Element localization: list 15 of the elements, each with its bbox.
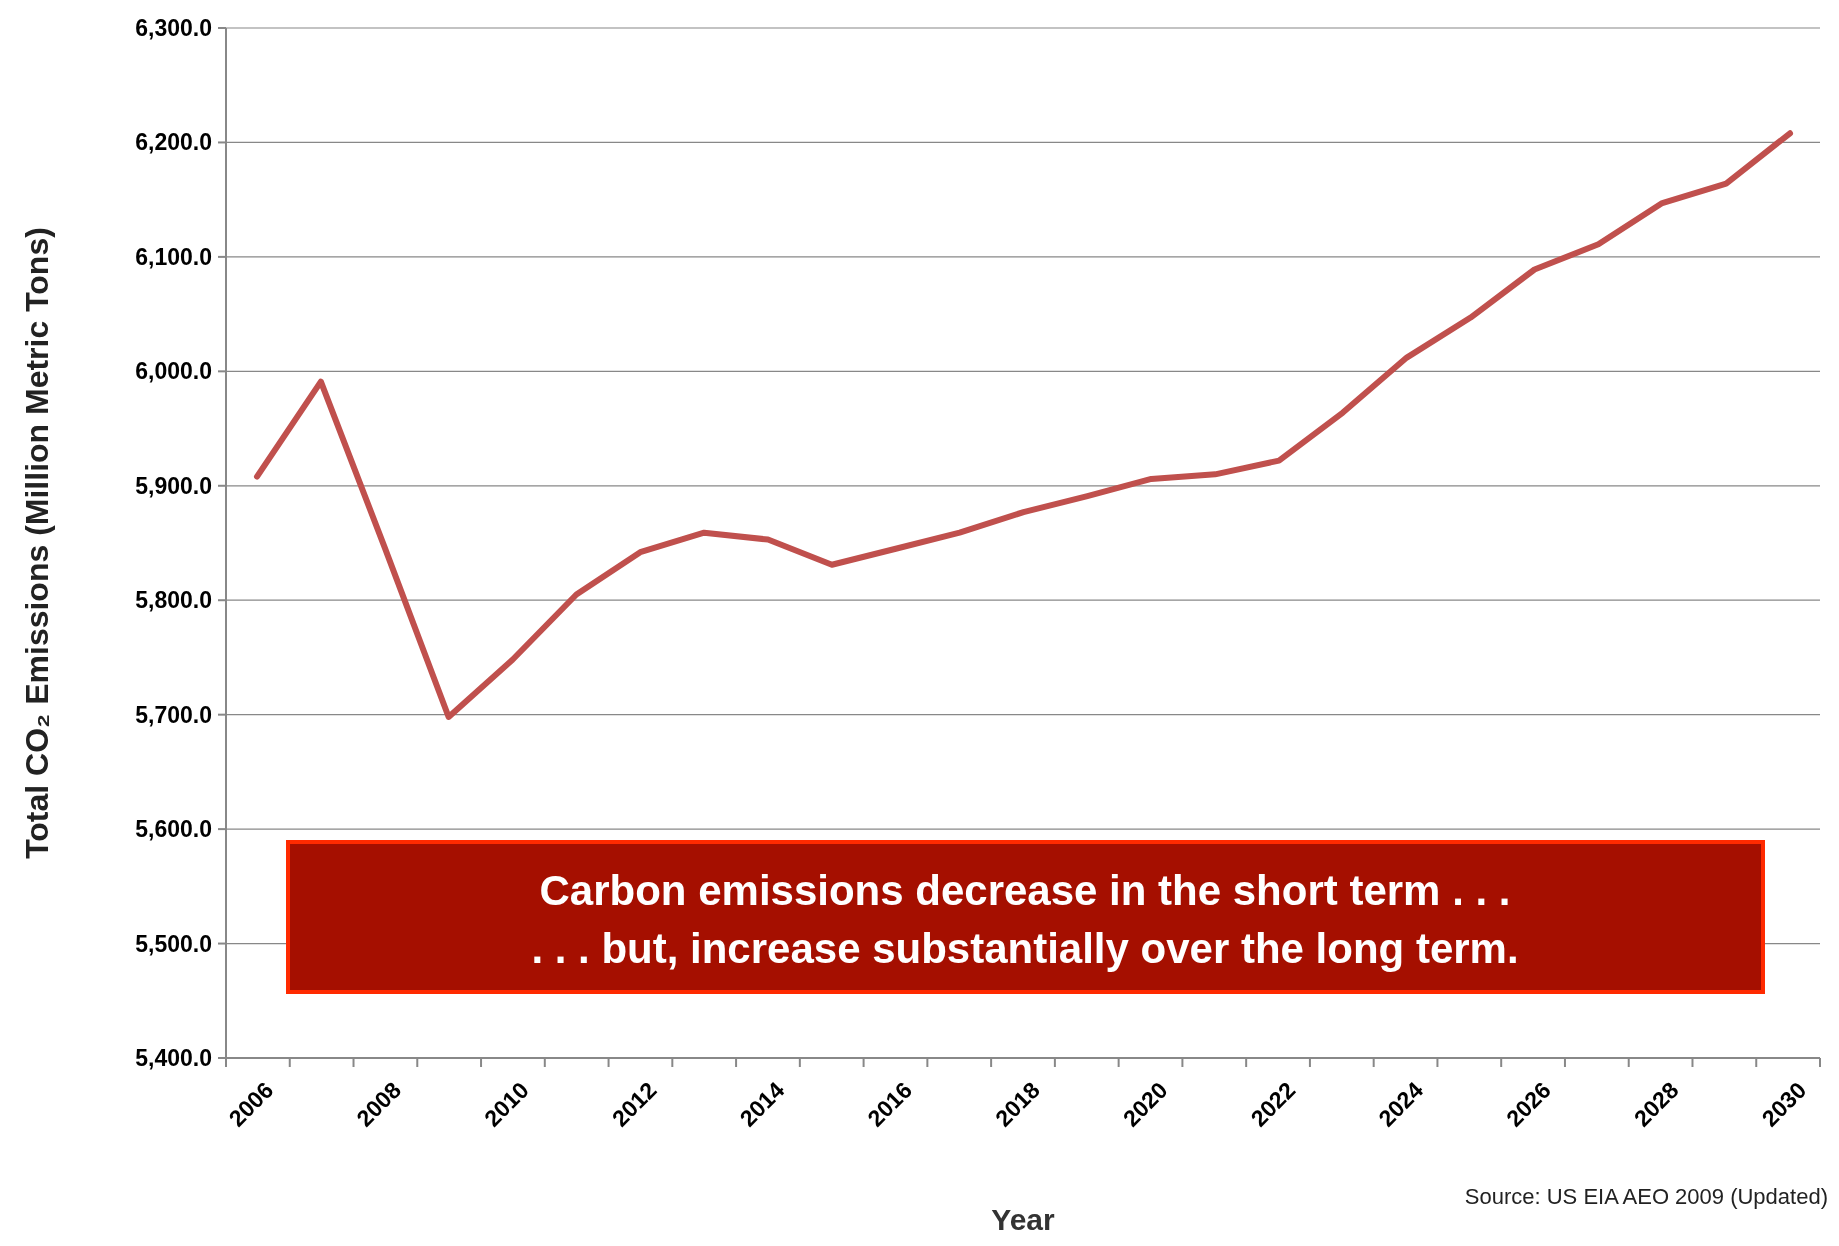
y-tick-label: 6,100.0 [135, 243, 212, 270]
y-tick-label: 6,200.0 [135, 129, 212, 156]
y-tick-label: 5,600.0 [135, 816, 212, 843]
annotation: Carbon emissions decrease in the short term . . . . . . but, increase substantially over the long term. [531, 866, 1519, 972]
y-tick-label: 5,700.0 [135, 701, 212, 728]
y-tick-label: 5,400.0 [135, 1045, 212, 1072]
y-tick-label: 6,300.0 [135, 15, 212, 42]
source-note: Source: US EIA AEO 2009 (Updated) [1464, 1184, 1828, 1209]
x-axis-title: Year [991, 1203, 1056, 1236]
y-tick-label: 6,000.0 [135, 358, 212, 385]
callout-box: Carbon emissions decrease in the short term . . . . . . but, increase substantially over the long term. [286, 840, 1765, 994]
y-axis-title: Total CO₂ Emissions (Million Metric Tons) [19, 227, 55, 859]
y-tick-label: 5,800.0 [135, 587, 212, 614]
y-tick-label: 5,500.0 [135, 930, 212, 957]
y-tick-label: 5,900.0 [135, 472, 212, 499]
